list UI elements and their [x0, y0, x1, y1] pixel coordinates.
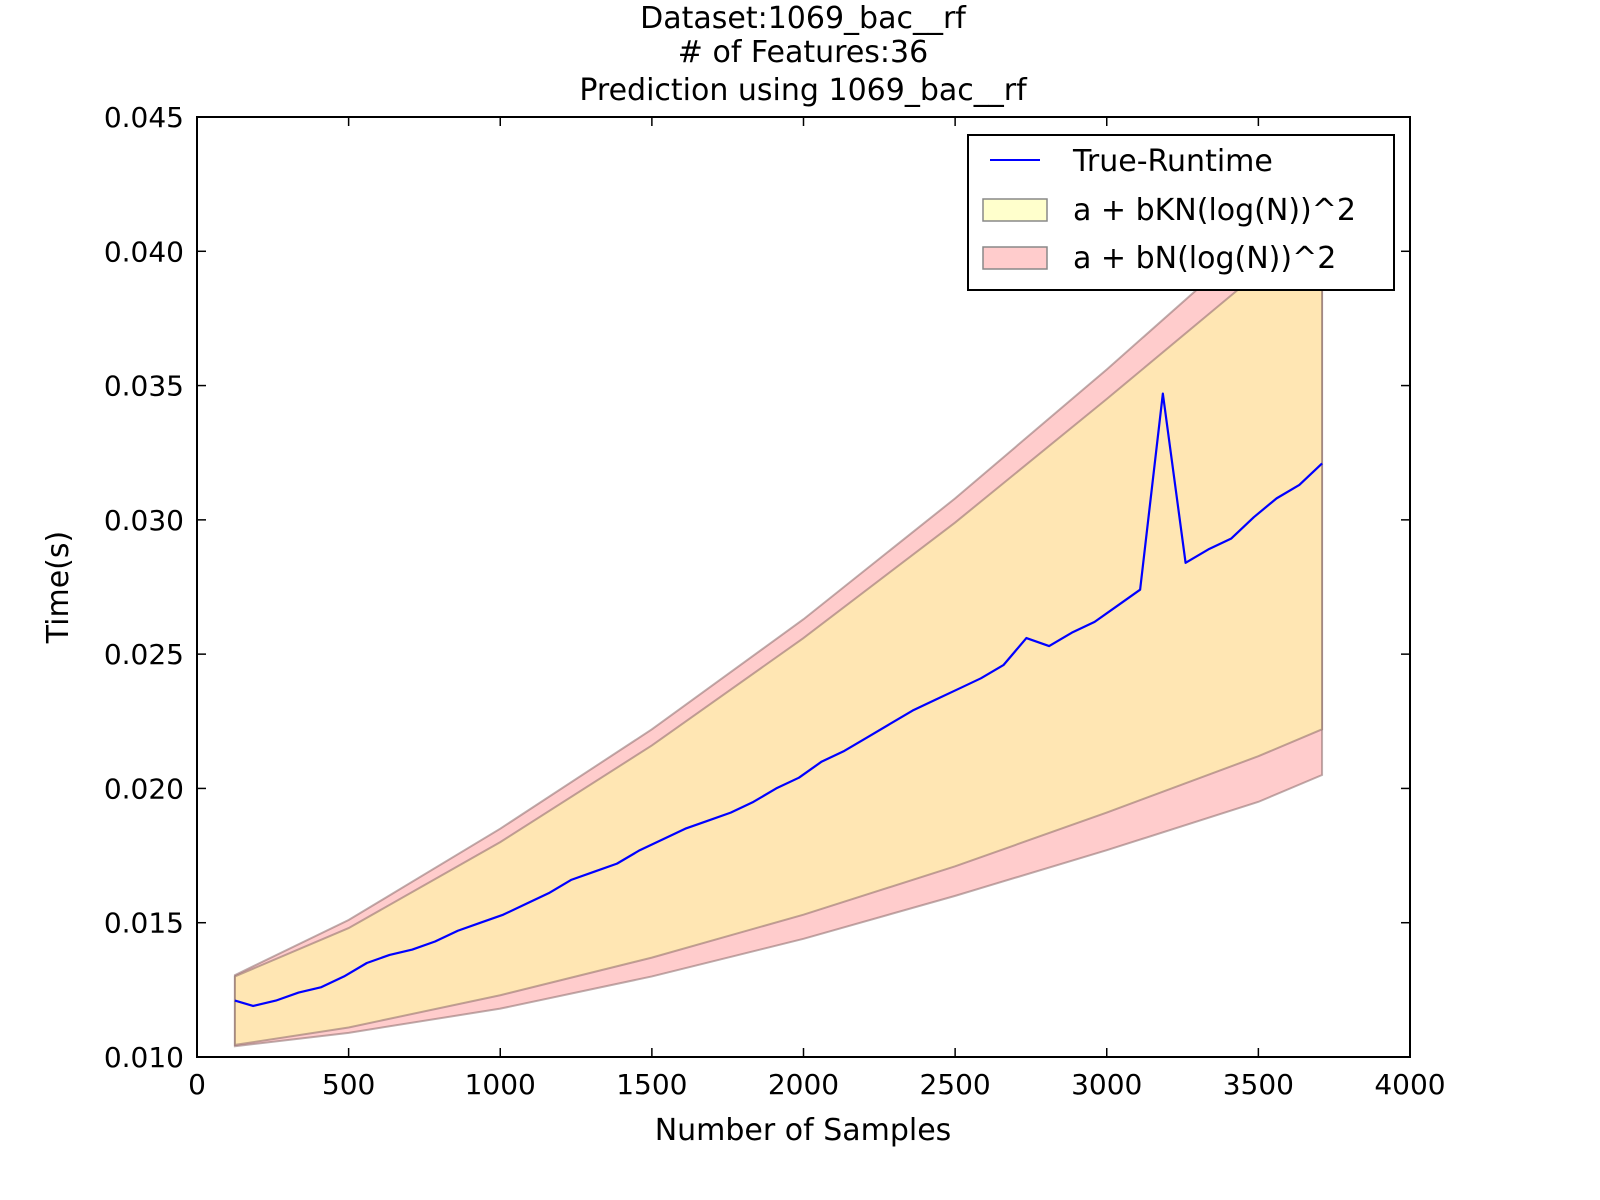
x-axis-label: Number of Samples: [655, 1113, 952, 1148]
x-tick-label: 3500: [1223, 1068, 1294, 1101]
series-line-true-runtime: [234, 392, 1323, 1008]
x-tick-label: 2500: [919, 1068, 990, 1101]
title-line-3: Prediction using 1069_bac__rf: [579, 73, 1028, 108]
y-tick-label: 0.030: [104, 504, 184, 537]
chart-title: Dataset:1069_bac__rf # of Features:36 Pr…: [579, 1, 1028, 108]
y-tick-label: 0.040: [104, 235, 184, 268]
x-tick-label: 3000: [1071, 1068, 1142, 1101]
legend-swatch-bn: [982, 246, 1048, 270]
y-tick-label: 0.010: [104, 1041, 184, 1074]
legend-label-bn: a + bN(log(N))^2: [1073, 241, 1336, 276]
y-axis: 0.010 0.015 0.020 0.025 0.030 0.035 0.040 0.045: [104, 101, 1410, 1074]
band-bkn: [233, 216, 1324, 1047]
y-tick-label: 0.015: [104, 907, 184, 940]
y-tick-label: 0.020: [104, 772, 184, 805]
plot-area: [233, 173, 1324, 1048]
x-tick-label: 0: [188, 1068, 206, 1101]
y-tick-label: 0.045: [104, 101, 184, 134]
legend-label-true-runtime: True-Runtime: [1072, 144, 1273, 179]
x-tick-label: 4000: [1374, 1068, 1445, 1101]
title-line-2: # of Features:36: [678, 35, 928, 70]
x-tick-label: 2000: [768, 1068, 839, 1101]
title-line-1: Dataset:1069_bac__rf: [640, 1, 967, 36]
y-tick-label: 0.035: [104, 370, 184, 403]
x-tick-label: 500: [322, 1068, 375, 1101]
y-tick-label: 0.025: [104, 638, 184, 671]
legend: True-Runtime a + bKN(log(N))^2 a + bN(lo…: [967, 134, 1395, 291]
y-axis-label: Time(s): [41, 531, 76, 644]
x-tick-label: 1000: [465, 1068, 536, 1101]
legend-swatch-bkn: [982, 198, 1048, 222]
x-axis: 0 500 1000 1500 2000 2500 3000 3500 4000: [188, 117, 1446, 1101]
legend-label-bkn: a + bKN(log(N))^2: [1073, 193, 1356, 228]
x-tick-label: 1500: [616, 1068, 687, 1101]
